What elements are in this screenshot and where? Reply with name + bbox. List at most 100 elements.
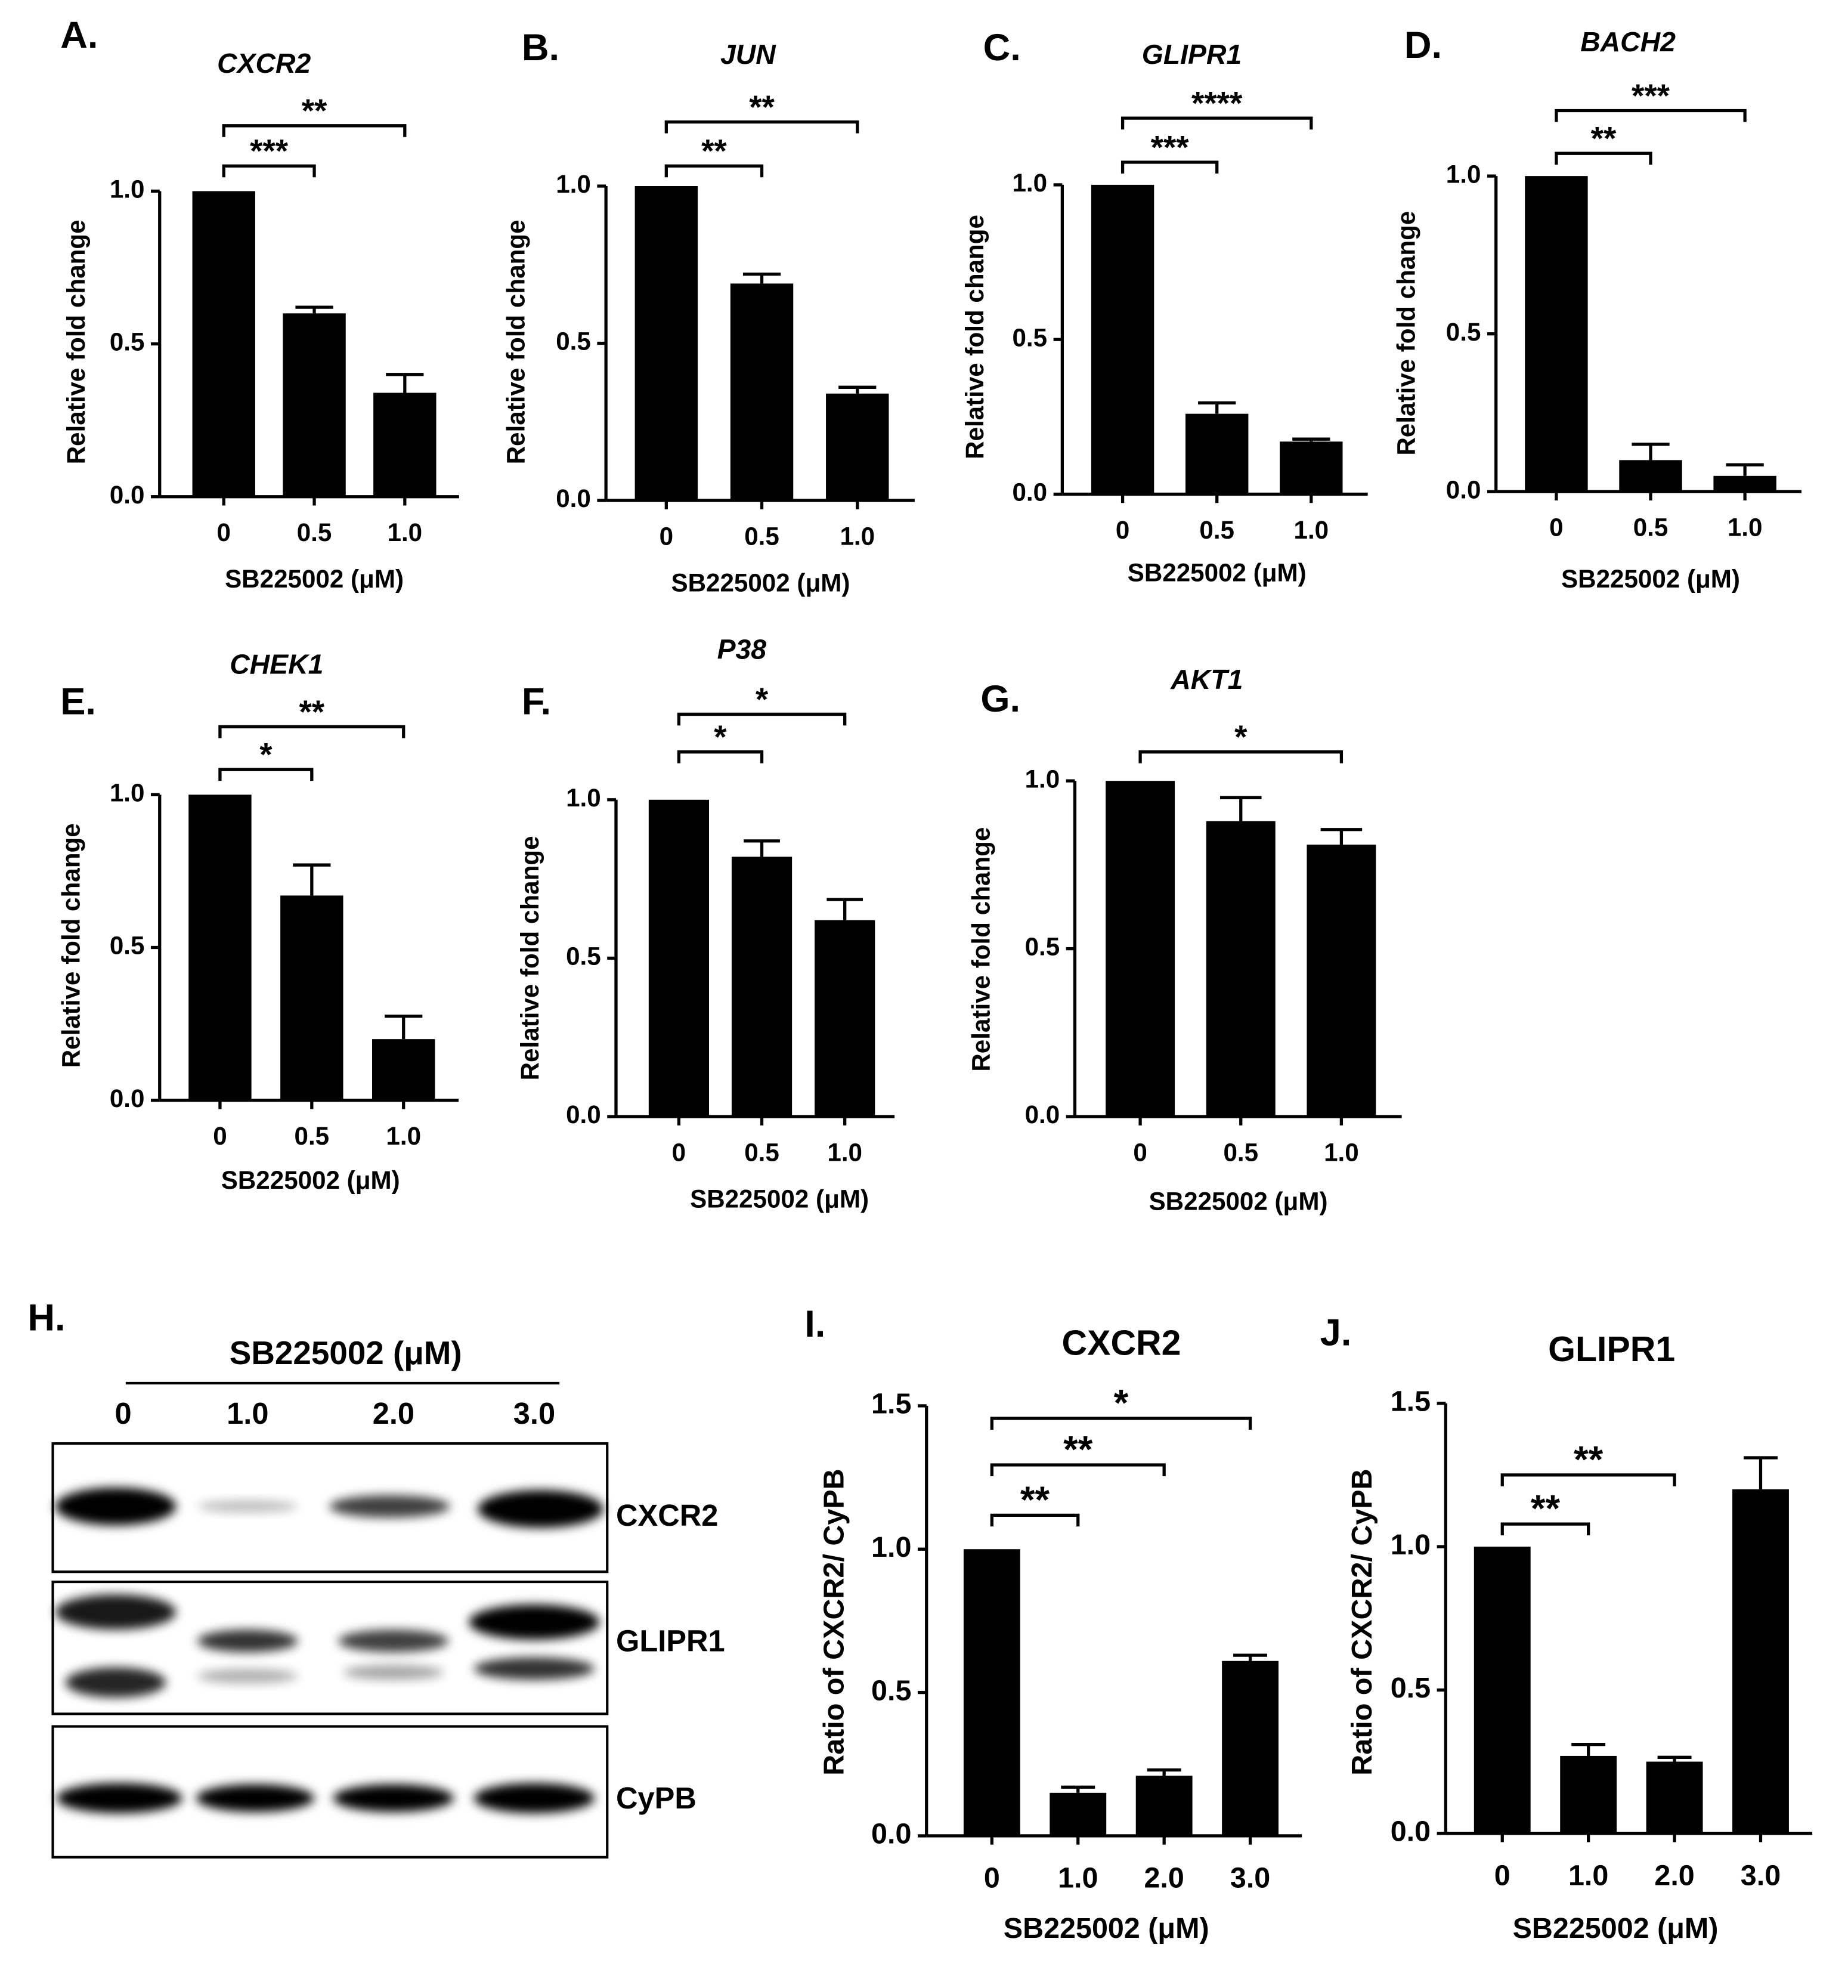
significance-bracket (222, 124, 407, 137)
chart-title: CXCR2 (217, 48, 311, 79)
blot-strip (51, 1725, 609, 1859)
x-tick-label: 0 (984, 1862, 1000, 1894)
x-tick-label: 0 (1494, 1859, 1510, 1891)
band-label: CyPB (616, 1781, 697, 1815)
blot-strip (51, 1442, 609, 1573)
x-axis-label: SB225002 (μM) (1004, 1912, 1209, 1944)
blot-treatment: SB225002 (μM) (230, 1334, 462, 1371)
significance-bracket (218, 725, 405, 738)
chart-title: JUN (720, 39, 776, 70)
blot-band (55, 1594, 177, 1630)
panel-label: C. (983, 27, 1021, 69)
x-tick-label: 1.0 (1728, 514, 1763, 542)
bar (1646, 1761, 1703, 1834)
significance-label: * (756, 681, 769, 718)
x-tick-label: 1.0 (386, 1122, 421, 1150)
bar (373, 392, 437, 497)
x-axis-label: SB225002 (μM) (1561, 565, 1740, 593)
y-tick-label: 0.0 (871, 1818, 911, 1850)
x-tick-label: 1.0 (1324, 1138, 1359, 1166)
y-tick-label: 0.5 (1391, 1672, 1431, 1704)
significance-label: ** (1591, 120, 1617, 157)
x-axis-label: SB225002 (μM) (1128, 559, 1307, 587)
x-tick-label: 0.5 (295, 1122, 330, 1150)
significance-label: ** (302, 92, 327, 129)
bar (1474, 1547, 1531, 1834)
significance-label: ** (1574, 1439, 1604, 1480)
y-tick-label: 1.0 (110, 778, 145, 806)
y-tick-label: 0.5 (556, 327, 591, 355)
x-tick-label: 2.0 (1144, 1862, 1184, 1894)
panel-label: G. (980, 678, 1020, 720)
lane-label: 1.0 (227, 1396, 268, 1430)
significance-label: ** (1020, 1479, 1050, 1521)
error-bar (827, 898, 863, 920)
band-label: CXCR2 (616, 1498, 718, 1532)
error-bar (838, 385, 877, 394)
y-axis-label: Ratio of CXCR2/ CyPB (1346, 1468, 1378, 1775)
bar (192, 191, 255, 497)
panel-label: I. (804, 1303, 825, 1345)
error-bar (1571, 1743, 1606, 1756)
y-axis-label: Relative fold change (62, 219, 90, 464)
bar (1280, 441, 1343, 494)
y-axis-label: Relative fold change (961, 215, 989, 459)
bar (1185, 413, 1249, 494)
blot-band (343, 1665, 444, 1680)
chart-title: BACH2 (1580, 26, 1676, 57)
error-bar (295, 305, 333, 314)
y-tick-label: 1.5 (871, 1388, 911, 1420)
significance-bracket (664, 164, 764, 178)
y-tick-label: 1.0 (566, 784, 601, 812)
blot-band (196, 1784, 315, 1812)
error-bar (1744, 1456, 1778, 1489)
y-tick-label: 0.0 (566, 1100, 601, 1129)
x-tick-label: 0.5 (1199, 516, 1234, 544)
bar (372, 1039, 435, 1100)
bar (815, 920, 875, 1117)
error-bar (744, 839, 780, 857)
y-tick-label: 0.0 (1012, 478, 1047, 506)
significance-label: * (1114, 1383, 1129, 1424)
error-bar (1198, 401, 1236, 414)
significance-bracket (218, 768, 314, 781)
bar (1222, 1661, 1279, 1836)
y-tick-label: 1.5 (1391, 1386, 1431, 1418)
panel-label: A. (60, 14, 98, 56)
chart-title: GLIPR1 (1548, 1330, 1675, 1369)
x-tick-label: 2.0 (1654, 1859, 1694, 1891)
significance-bracket (1500, 1473, 1676, 1486)
bar (1619, 460, 1682, 492)
bar (280, 895, 343, 1100)
error-bar (742, 272, 781, 284)
chart-title: P38 (717, 633, 767, 664)
error-bar (1657, 1755, 1692, 1762)
error-bar (1061, 1785, 1095, 1793)
x-tick-label: 0 (1133, 1138, 1147, 1166)
significance-label: * (1234, 718, 1248, 755)
blot-band (56, 1783, 182, 1813)
panel-label: D. (1404, 24, 1442, 66)
x-axis-label: SB225002 (μM) (671, 568, 850, 596)
x-tick-label: 0.5 (744, 1138, 779, 1166)
x-tick-label: 1.0 (840, 522, 875, 550)
y-axis-label: Relative fold change (57, 823, 85, 1068)
significance-label: ** (1063, 1429, 1093, 1471)
significance-label: ** (299, 693, 324, 730)
y-tick-label: 1.0 (1025, 765, 1060, 793)
y-tick-label: 1.0 (1446, 160, 1481, 188)
significance-label: ** (701, 132, 727, 169)
x-axis-label: SB225002 (μM) (690, 1185, 869, 1213)
bar (1135, 1775, 1193, 1836)
x-tick-label: 1.0 (827, 1138, 862, 1166)
x-tick-label: 1.0 (388, 518, 423, 546)
y-axis-label: Ratio of CXCR2/ CyPB (818, 1468, 850, 1775)
x-tick-label: 1.0 (1294, 516, 1329, 544)
y-tick-label: 0.5 (566, 942, 601, 970)
bar (648, 799, 710, 1117)
y-tick-label: 1.0 (110, 175, 145, 203)
x-tick-label: 3.0 (1230, 1862, 1270, 1894)
significance-bracket (1120, 160, 1219, 174)
x-tick-label: 0 (660, 522, 673, 550)
x-tick-label: 1.0 (1568, 1859, 1608, 1891)
